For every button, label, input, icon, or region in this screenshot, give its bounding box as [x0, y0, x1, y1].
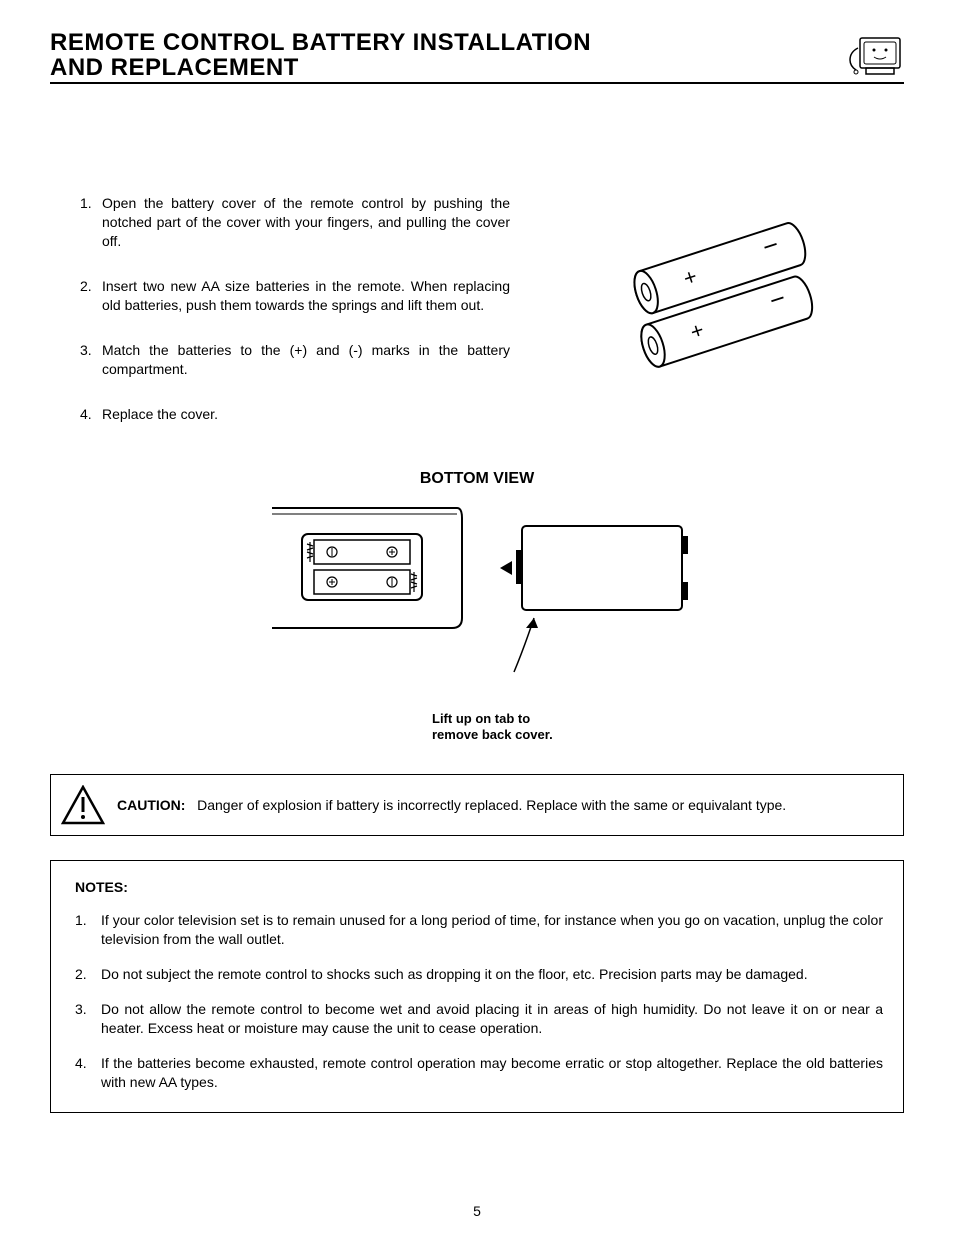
step-text: Match the batteries to the (+) and (-) m…: [102, 341, 510, 379]
note-item: 2. Do not subject the remote control to …: [75, 965, 883, 984]
step-item: 1. Open the battery cover of the remote …: [80, 194, 510, 251]
note-text: Do not subject the remote control to sho…: [101, 965, 808, 984]
step-item: 2. Insert two new AA size batteries in t…: [80, 277, 510, 315]
step-text: Replace the cover.: [102, 405, 218, 424]
note-text: If your color television set is to remai…: [101, 911, 883, 949]
notes-title: NOTES:: [75, 879, 883, 895]
caution-text: CAUTION: Danger of explosion if battery …: [117, 797, 786, 813]
page-number: 5: [50, 1203, 904, 1219]
note-item: 4. If the batteries become exhausted, re…: [75, 1054, 883, 1092]
caution-box: CAUTION: Danger of explosion if battery …: [50, 774, 904, 836]
warning-triangle-icon: [61, 785, 105, 825]
caution-body: Danger of explosion if battery is incorr…: [197, 797, 786, 813]
bottom-view-title: BOTTOM VIEW: [50, 470, 904, 488]
note-number: 2.: [75, 965, 101, 984]
step-number: 4.: [80, 405, 102, 424]
note-number: 4.: [75, 1054, 101, 1092]
step-item: 3. Match the batteries to the (+) and (-…: [80, 341, 510, 379]
steps-list: 1. Open the battery cover of the remote …: [50, 194, 510, 449]
note-item: 1. If your color television set is to re…: [75, 911, 883, 949]
step-text: Open the battery cover of the remote con…: [102, 194, 510, 251]
caption-line-1: Lift up on tab to: [432, 711, 530, 726]
step-item: 4. Replace the cover.: [80, 405, 510, 424]
title-line-1: REMOTE CONTROL BATTERY INSTALLATION: [50, 29, 591, 56]
title-line-2: AND REPLACEMENT: [50, 54, 299, 81]
step-number: 3.: [80, 341, 102, 379]
step-number: 1.: [80, 194, 102, 251]
batteries-illustration: + − + −: [540, 194, 904, 384]
step-text: Insert two new AA size batteries in the …: [102, 277, 510, 315]
note-number: 1.: [75, 911, 101, 949]
caution-label: CAUTION:: [117, 797, 185, 813]
caption-line-2: remove back cover.: [432, 727, 553, 742]
note-text: If the batteries become exhausted, remot…: [101, 1054, 883, 1092]
page-title: REMOTE CONTROL BATTERY INSTALLATION AND …: [50, 30, 591, 80]
bottom-view-caption: Lift up on tab to remove back cover.: [432, 711, 602, 745]
bottom-view-section: BOTTOM VIEW: [50, 470, 904, 745]
bottom-view-diagram: [262, 498, 692, 698]
note-item: 3. Do not allow the remote control to be…: [75, 1000, 883, 1038]
note-number: 3.: [75, 1000, 101, 1038]
tv-mascot-icon: [844, 30, 904, 80]
note-text: Do not allow the remote control to becom…: [101, 1000, 883, 1038]
notes-box: NOTES: 1. If your color television set i…: [50, 860, 904, 1112]
step-number: 2.: [80, 277, 102, 315]
instructions-row: 1. Open the battery cover of the remote …: [50, 194, 904, 449]
page-header: REMOTE CONTROL BATTERY INSTALLATION AND …: [50, 30, 904, 84]
document-page: REMOTE CONTROL BATTERY INSTALLATION AND …: [0, 0, 954, 1259]
